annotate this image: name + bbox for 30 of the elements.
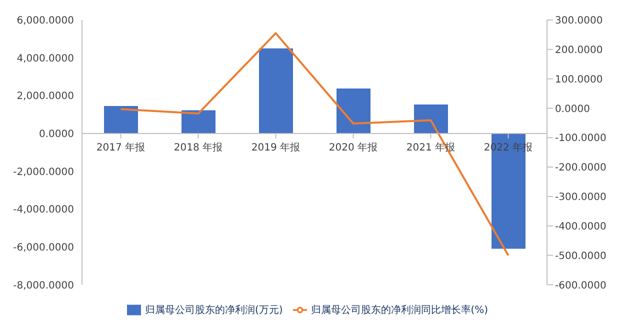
bar [336,88,370,134]
y-tick-label: 0.0000 [39,129,74,140]
y2-tick-label: -200.0000 [555,162,606,174]
y2-tick-label: 200.0000 [555,44,603,56]
y-tick-label: 2,000.0000 [16,91,74,102]
y-tick-label: -4,000.0000 [13,204,74,216]
line-series [120,32,510,256]
y2-tick-label: -600.0000 [555,280,606,292]
x-tick-label: 2020 年报 [328,141,378,154]
y2-tick-label: 0.0000 [555,104,590,115]
y-tick-label: 6,000.0000 [16,16,74,27]
bar [104,106,138,134]
y2-tick-label: 100.0000 [555,74,603,86]
y-tick-label: -6,000.0000 [13,242,74,254]
y2-tick-label: -300.0000 [555,192,606,204]
y2-tick-label: -100.0000 [555,133,606,144]
bar [182,110,216,134]
legend-label: 归属母公司股东的净利润同比增长率(%) [310,304,488,316]
bar [414,104,448,134]
y-tick-label: 4,000.0000 [16,53,74,64]
y2-tick-label: -400.0000 [555,221,606,232]
legend-label: 归属母公司股东的净利润(万元) [144,304,283,316]
bar [259,48,293,134]
y-tick-label: -2,000.0000 [13,166,74,178]
x-tick-label: 2019 年报 [251,141,300,154]
x-tick-label: 2018 年报 [174,141,223,154]
y2-tick-label: 300.0000 [555,16,603,27]
y2-tick-label: -500.0000 [555,250,606,262]
x-tick-label: 2017 年报 [96,141,146,154]
y-tick-label: -8,000.0000 [13,280,74,292]
